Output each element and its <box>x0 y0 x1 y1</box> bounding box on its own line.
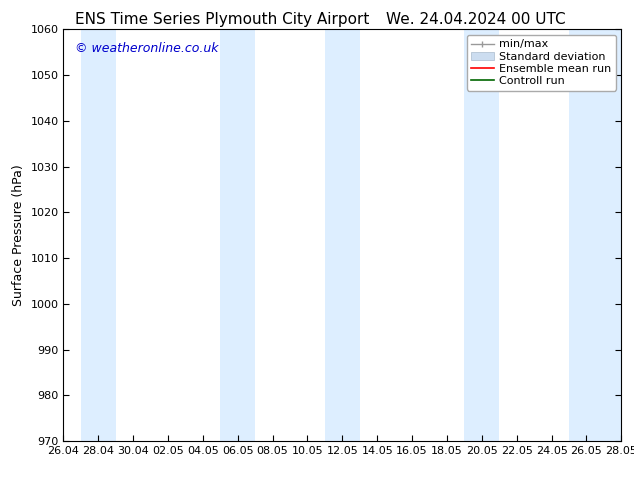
Legend: min/max, Standard deviation, Ensemble mean run, Controll run: min/max, Standard deviation, Ensemble me… <box>467 35 616 91</box>
Text: ENS Time Series Plymouth City Airport: ENS Time Series Plymouth City Airport <box>75 12 369 27</box>
Y-axis label: Surface Pressure (hPa): Surface Pressure (hPa) <box>12 164 25 306</box>
Text: We. 24.04.2024 00 UTC: We. 24.04.2024 00 UTC <box>385 12 566 27</box>
Bar <box>569 29 621 441</box>
Bar <box>81 29 116 441</box>
Bar <box>221 29 255 441</box>
Text: © weatheronline.co.uk: © weatheronline.co.uk <box>75 42 218 55</box>
Bar <box>325 29 359 441</box>
Bar <box>464 29 500 441</box>
